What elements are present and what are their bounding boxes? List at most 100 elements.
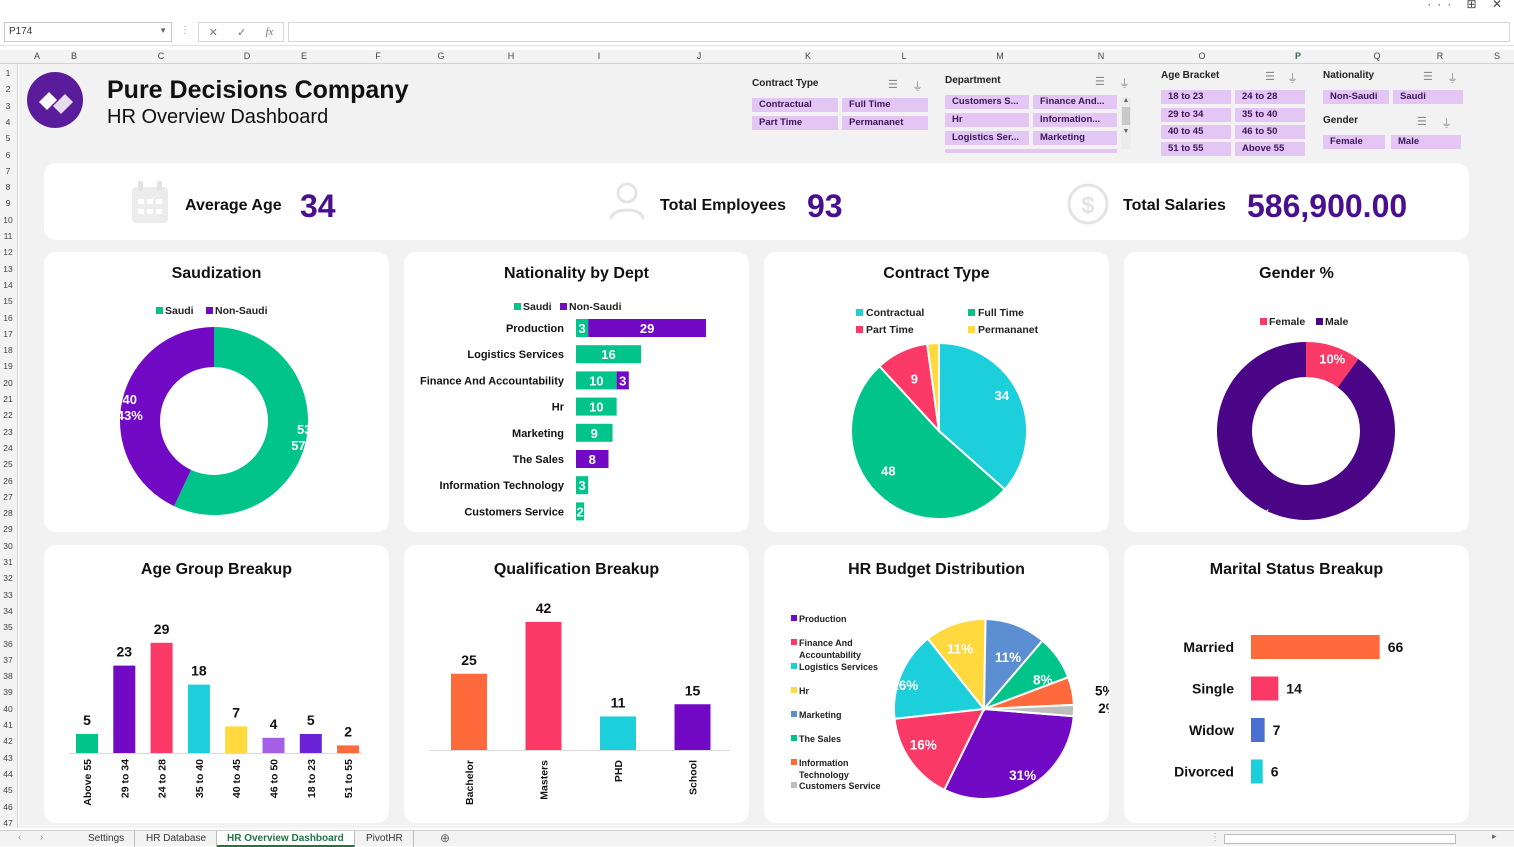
slicer-item[interactable]: 51 to 55 [1161,142,1231,156]
slicer-item[interactable]: Contractual [752,98,838,112]
cancel-icon[interactable]: ✕ [208,26,218,39]
column-header[interactable]: B [70,51,78,61]
row-header[interactable]: 27 [3,491,13,502]
tab-hr-database[interactable]: HR Database [136,831,218,847]
row-header[interactable]: 30 [3,540,13,551]
row-header[interactable]: 34 [3,605,13,616]
row-header[interactable]: 44 [3,768,13,779]
row-header[interactable]: 8 [5,182,11,193]
column-header[interactable]: C [157,51,165,61]
row-header[interactable]: 41 [3,720,13,730]
fx-icon[interactable]: fx [265,26,274,38]
row-header[interactable]: 20 [3,377,13,388]
row-header[interactable]: 24 [3,442,13,453]
column-header[interactable]: N [1097,51,1105,61]
row-header[interactable]: 16 [3,312,13,323]
chevron-down-icon[interactable]: ▼ [159,26,167,35]
scroll-right-icon[interactable]: ▸ [1492,831,1497,841]
column-header[interactable]: J [696,51,702,61]
slicer-item[interactable]: Marketing [1033,131,1117,145]
row-header[interactable]: 39 [3,687,13,698]
slicer-item[interactable]: Finance And... [1033,95,1117,109]
column-header[interactable]: A [33,51,41,61]
slicer-item[interactable]: Part Time [752,116,838,130]
slicer-item[interactable]: Male [1391,135,1461,149]
column-header[interactable]: I [597,51,601,61]
row-header[interactable]: 46 [3,801,13,812]
row-header[interactable]: 21 [3,394,13,404]
row-header[interactable]: 26 [3,475,13,486]
row-header[interactable]: 7 [5,165,11,176]
slicer-item[interactable]: Female [1323,135,1385,149]
window-controls[interactable]: ··· ⊞ ✕ [1427,0,1508,11]
row-header[interactable]: 15 [3,296,13,307]
row-header[interactable]: 19 [3,361,13,372]
row-header[interactable]: 17 [3,328,13,339]
slicer-scrollbar[interactable]: ▲ ▼ [1121,97,1131,149]
row-header[interactable]: 29 [3,524,13,535]
slicer-item[interactable]: 24 to 28 [1235,90,1305,104]
multi-select-icon[interactable]: ☰ [1265,71,1275,83]
row-header[interactable]: 5 [5,133,11,144]
tab-settings[interactable]: Settings [78,831,136,847]
horizontal-scrollbar[interactable] [1224,834,1456,844]
row-header[interactable]: 3 [5,100,11,111]
row-header[interactable]: 28 [3,508,13,519]
next-sheet-icon[interactable]: › [40,832,44,843]
clear-filter-icon[interactable]: ⏚ [1119,78,1130,90]
tab-pivothr[interactable]: PivotHR [356,831,414,847]
row-header[interactable]: 9 [5,198,11,209]
slicer-item[interactable]: 18 to 23 [1161,90,1231,104]
slicer-item[interactable]: 46 to 50 [1235,125,1305,139]
column-header[interactable]: R [1436,51,1444,61]
column-header[interactable]: D [243,51,251,61]
prev-sheet-icon[interactable]: ‹ [18,832,22,843]
row-header[interactable]: 6 [5,149,11,160]
clear-filter-icon[interactable]: ⏚ [1447,73,1458,85]
row-header[interactable]: 11 [3,231,13,241]
row-header[interactable]: 12 [3,247,13,258]
row-header[interactable]: 38 [3,671,13,682]
row-header[interactable]: 23 [3,426,13,437]
row-header[interactable]: 22 [3,410,13,421]
slicer-item[interactable]: Non-Saudi [1323,90,1389,104]
tab-hr-overview-dashboard[interactable]: HR Overview Dashboard [217,831,355,847]
clear-filter-icon[interactable]: ⏚ [1441,118,1452,130]
row-header[interactable]: 31 [3,557,13,567]
row-header[interactable]: 2 [5,84,11,95]
row-header[interactable]: 10 [3,214,13,225]
slicer-item[interactable]: Above 55 [1235,142,1305,156]
row-header[interactable]: 37 [3,654,13,665]
row-header[interactable]: 43 [3,752,13,763]
row-header[interactable]: 33 [3,589,13,600]
row-header[interactable]: 47 [3,817,13,828]
column-header[interactable]: G [437,51,445,61]
multi-select-icon[interactable]: ☰ [888,79,898,91]
multi-select-icon[interactable]: ☰ [1095,76,1105,88]
slicer-item[interactable]: Permananet [842,116,928,130]
slicer-item[interactable]: Information... [1033,113,1117,127]
column-header[interactable]: Q [1373,51,1381,61]
formula-input[interactable] [288,22,1510,42]
clear-filter-icon[interactable]: ⏚ [1287,73,1298,85]
column-header[interactable]: F [375,51,381,61]
slicer-item[interactable]: 35 to 40 [1235,108,1305,122]
slicer-item[interactable]: 29 to 34 [1161,108,1231,122]
slicer-item[interactable]: Logistics Ser... [945,131,1029,145]
slicer-item[interactable]: Customers S... [945,95,1029,109]
slicer-item[interactable]: Saudi [1393,90,1463,104]
column-header[interactable]: L [901,51,907,61]
column-header[interactable]: P [1294,51,1302,61]
row-header[interactable]: 14 [3,279,13,290]
column-header[interactable]: O [1198,51,1206,61]
row-header[interactable]: 45 [3,785,13,796]
confirm-icon[interactable]: ✓ [237,26,247,39]
name-box[interactable]: P174 ▼ [4,22,172,42]
row-header[interactable]: 36 [3,638,13,649]
row-header[interactable]: 18 [3,345,13,356]
slicer-item[interactable]: Hr [945,113,1029,127]
column-header[interactable]: S [1493,51,1501,61]
row-header[interactable]: 32 [3,573,13,584]
add-sheet-icon[interactable]: ⊕ [440,831,451,845]
multi-select-icon[interactable]: ☰ [1417,116,1427,128]
